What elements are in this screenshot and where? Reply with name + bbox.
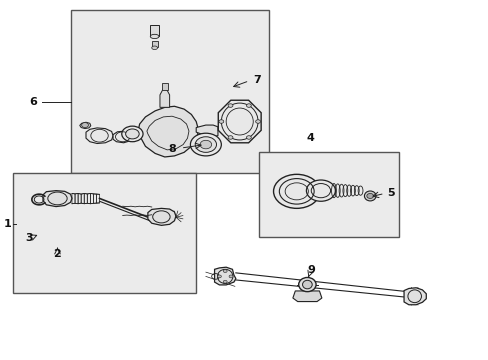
Ellipse shape	[81, 123, 88, 127]
Polygon shape	[43, 191, 72, 207]
Text: 9: 9	[306, 265, 315, 275]
Bar	[13, 173, 196, 293]
Bar	[162, 83, 168, 90]
Polygon shape	[218, 100, 261, 143]
Text: 6: 6	[29, 97, 37, 107]
Ellipse shape	[298, 278, 315, 292]
Ellipse shape	[246, 136, 251, 139]
Ellipse shape	[223, 270, 227, 273]
Ellipse shape	[364, 191, 375, 201]
Ellipse shape	[125, 129, 139, 139]
Ellipse shape	[151, 46, 157, 50]
Bar	[70, 10, 268, 173]
Ellipse shape	[227, 136, 232, 139]
Polygon shape	[292, 291, 321, 302]
Ellipse shape	[219, 120, 224, 123]
Text: 1: 1	[4, 219, 12, 229]
Bar	[150, 25, 159, 36]
Polygon shape	[196, 125, 218, 137]
Polygon shape	[214, 267, 235, 285]
Polygon shape	[160, 89, 169, 107]
Polygon shape	[80, 122, 91, 129]
Polygon shape	[86, 128, 113, 144]
Text: 7: 7	[253, 75, 261, 85]
Ellipse shape	[190, 133, 221, 156]
Ellipse shape	[302, 280, 311, 289]
Polygon shape	[113, 131, 132, 143]
Ellipse shape	[217, 275, 221, 278]
Ellipse shape	[306, 180, 335, 201]
Ellipse shape	[366, 193, 373, 198]
Ellipse shape	[223, 280, 227, 283]
Ellipse shape	[122, 126, 143, 142]
Ellipse shape	[228, 275, 232, 278]
Text: 4: 4	[306, 133, 314, 143]
Ellipse shape	[227, 104, 232, 107]
Ellipse shape	[246, 104, 251, 107]
Polygon shape	[138, 106, 198, 157]
Polygon shape	[147, 208, 176, 225]
Polygon shape	[403, 288, 426, 305]
Text: 3: 3	[25, 234, 33, 243]
Ellipse shape	[200, 140, 211, 149]
Text: 2: 2	[54, 249, 61, 260]
Bar	[151, 41, 157, 47]
Text: 5: 5	[387, 188, 394, 198]
Text: 8: 8	[168, 144, 176, 154]
Ellipse shape	[150, 34, 159, 39]
Ellipse shape	[255, 120, 260, 123]
Ellipse shape	[273, 174, 319, 208]
Ellipse shape	[195, 137, 216, 152]
Bar	[259, 152, 398, 237]
